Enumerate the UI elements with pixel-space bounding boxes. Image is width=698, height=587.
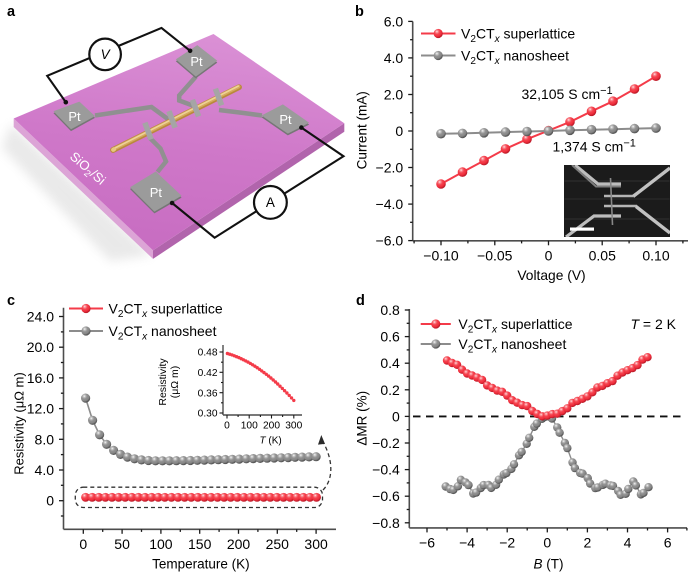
svg-text:T = 2 K: T = 2 K	[630, 316, 676, 332]
svg-text:250: 250	[266, 536, 290, 552]
svg-text:b: b	[355, 4, 364, 20]
svg-text:Pt: Pt	[68, 109, 81, 124]
svg-text:200: 200	[227, 536, 251, 552]
svg-text:Resistivity: Resistivity	[157, 358, 169, 406]
svg-text:50: 50	[114, 536, 130, 552]
svg-text:V2CTx nanosheet: V2CTx nanosheet	[458, 336, 566, 356]
svg-text:V2CTx superlattice: V2CTx superlattice	[461, 26, 575, 46]
svg-text:Voltage (V): Voltage (V)	[517, 268, 585, 283]
svg-text:−4.0: −4.0	[376, 196, 404, 212]
svg-text:0.48: 0.48	[198, 348, 218, 359]
svg-text:16.0: 16.0	[27, 370, 54, 386]
svg-text:0: 0	[224, 421, 230, 432]
svg-text:1,374 S cm−1: 1,374 S cm−1	[553, 138, 636, 155]
svg-text:a: a	[7, 4, 16, 20]
svg-text:−4: −4	[459, 534, 475, 550]
svg-text:0.6: 0.6	[380, 329, 400, 345]
svg-text:0: 0	[79, 536, 87, 552]
svg-text:Pt: Pt	[190, 54, 203, 69]
svg-text:2.0: 2.0	[384, 86, 404, 102]
svg-text:Current (mA): Current (mA)	[355, 91, 370, 169]
svg-text:4.0: 4.0	[384, 50, 404, 66]
svg-text:0: 0	[545, 247, 553, 263]
svg-text:2: 2	[584, 534, 592, 550]
svg-text:Resistivity (μΩ m): Resistivity (μΩ m)	[12, 372, 27, 474]
svg-text:0.05: 0.05	[589, 247, 616, 263]
svg-text:Temperature (K): Temperature (K)	[152, 556, 250, 571]
svg-text:4: 4	[624, 534, 632, 550]
svg-text:−2: −2	[499, 534, 515, 550]
svg-text:100: 100	[149, 536, 173, 552]
svg-text:−0.6: −0.6	[372, 488, 400, 504]
svg-text:100: 100	[241, 421, 258, 432]
svg-text:T (K): T (K)	[260, 436, 282, 447]
svg-text:−0.8: −0.8	[372, 515, 400, 531]
svg-text:0: 0	[46, 493, 54, 509]
svg-text:V2CTx superlattice: V2CTx superlattice	[109, 301, 223, 321]
svg-text:B (T): B (T)	[533, 556, 563, 571]
svg-text:0.42: 0.42	[198, 368, 218, 379]
svg-text:ΔMR (%): ΔMR (%)	[355, 391, 370, 446]
svg-text:V2CTx nanosheet: V2CTx nanosheet	[109, 323, 217, 343]
svg-text:0.2: 0.2	[380, 382, 400, 398]
svg-text:V2CTx superlattice: V2CTx superlattice	[458, 316, 572, 336]
svg-text:0: 0	[543, 534, 551, 550]
svg-text:Pt: Pt	[279, 112, 292, 127]
svg-text:−6: −6	[419, 534, 435, 550]
svg-text:200: 200	[263, 421, 280, 432]
svg-text:A: A	[266, 195, 275, 210]
svg-text:Pt: Pt	[150, 185, 163, 200]
svg-text:−6.0: −6.0	[376, 233, 404, 249]
svg-text:0: 0	[395, 123, 403, 139]
svg-text:−0.05: −0.05	[477, 247, 513, 263]
svg-text:8.0: 8.0	[35, 431, 55, 447]
svg-text:−2.0: −2.0	[376, 160, 404, 176]
svg-text:6.0: 6.0	[384, 13, 404, 29]
svg-text:V2CTx nanosheet: V2CTx nanosheet	[461, 48, 569, 68]
svg-text:300: 300	[304, 536, 328, 552]
svg-text:0: 0	[392, 408, 400, 424]
svg-text:(μΩ m): (μΩ m)	[169, 366, 181, 399]
svg-text:d: d	[356, 293, 365, 309]
svg-text:0.36: 0.36	[198, 388, 218, 399]
svg-text:0.8: 0.8	[380, 302, 400, 318]
svg-text:−0.2: −0.2	[372, 435, 400, 451]
svg-text:−0.4: −0.4	[372, 462, 400, 478]
svg-text:150: 150	[188, 536, 212, 552]
svg-text:c: c	[7, 293, 15, 309]
svg-text:12.0: 12.0	[27, 401, 54, 417]
svg-text:6: 6	[664, 534, 672, 550]
svg-text:20.0: 20.0	[27, 339, 54, 355]
svg-text:24.0: 24.0	[27, 309, 54, 325]
svg-text:0.4: 0.4	[380, 355, 400, 371]
svg-text:−0.10: −0.10	[423, 247, 459, 263]
svg-text:0.30: 0.30	[198, 409, 218, 420]
svg-text:V: V	[101, 47, 112, 62]
svg-text:0.10: 0.10	[642, 247, 669, 263]
svg-text:300: 300	[285, 421, 302, 432]
svg-text:32,105 S cm−1: 32,105 S cm−1	[522, 85, 613, 102]
svg-text:4.0: 4.0	[35, 462, 55, 478]
